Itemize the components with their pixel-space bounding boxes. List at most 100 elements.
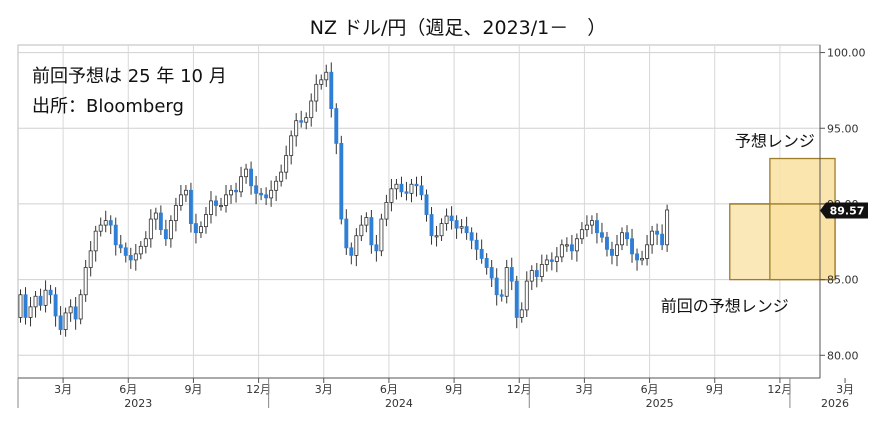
candle-body-up (354, 235, 359, 256)
candle-body-up (665, 209, 670, 246)
candle (389, 178, 394, 212)
candle (329, 62, 334, 118)
candle (394, 178, 399, 200)
candle (229, 185, 233, 204)
candle-body-up (143, 238, 148, 247)
candle (244, 163, 249, 184)
candle (143, 231, 148, 254)
candle (63, 307, 68, 337)
candle (469, 227, 474, 250)
candle-body-up (204, 214, 208, 228)
candle (334, 103, 339, 155)
candle-body-down (414, 183, 419, 187)
candle-body-up (544, 259, 549, 265)
candle (178, 185, 183, 211)
candle-body-up (579, 229, 584, 240)
candle-body-up (364, 217, 369, 226)
candle (399, 176, 404, 198)
candle-body-down (374, 244, 379, 252)
candle-body-up (239, 176, 244, 193)
candle (414, 176, 419, 197)
candle-body-up (650, 230, 655, 246)
candle (254, 175, 259, 205)
candle (138, 241, 143, 260)
year-label: 2023 (124, 397, 152, 410)
candle-body-down (188, 189, 193, 225)
candle (259, 188, 264, 201)
x-tick-label: 6月 (380, 383, 398, 396)
candle-body-up (63, 312, 68, 330)
candle-body-down (334, 108, 339, 144)
candle (193, 213, 198, 244)
candle (539, 254, 544, 282)
candle-body-down (660, 233, 665, 246)
candle (650, 225, 655, 254)
candle-body-up (324, 71, 329, 81)
candle (309, 93, 314, 127)
candle-body-down (299, 120, 304, 123)
candle (98, 217, 103, 237)
candle (499, 289, 504, 302)
candle (18, 289, 23, 323)
candle-body-up (269, 189, 274, 199)
candle-body-down (514, 280, 519, 318)
candle-body-up (389, 188, 394, 203)
candle (48, 284, 53, 304)
candle (234, 182, 238, 203)
note-previous-forecast: 前回予想は 25 年 10 月 (32, 66, 227, 87)
candle-body-up (309, 100, 314, 119)
candle-body-up (199, 226, 203, 234)
candle-body-up (98, 224, 103, 232)
candle-body-up (319, 79, 324, 85)
candle-body-up (554, 256, 559, 262)
candle-body-up (529, 270, 534, 282)
candle (374, 234, 379, 262)
candle-body-down (630, 238, 634, 255)
candle (53, 287, 58, 327)
forecast-range (769, 157, 836, 281)
candle (660, 224, 665, 251)
candle (444, 208, 449, 231)
candle (509, 257, 514, 291)
candle (494, 268, 499, 306)
candle (279, 164, 284, 187)
candle-body-up (274, 180, 279, 191)
candle-body-up (209, 200, 213, 215)
candle (103, 210, 108, 233)
y-tick-label: 80.00 (827, 349, 859, 362)
candle (88, 241, 93, 277)
candle-body-up (524, 280, 529, 311)
candle (123, 242, 128, 263)
x-tick-label: 12月 (767, 383, 792, 396)
candle-body-up (93, 230, 98, 252)
candle (78, 289, 83, 325)
candle (574, 233, 579, 262)
candle-body-down (464, 226, 469, 234)
candle-body-up (43, 289, 48, 306)
candle-body-up (279, 171, 284, 182)
candle-body-down (484, 258, 489, 268)
candle-body-up (289, 135, 294, 156)
candle-body-up (28, 306, 33, 318)
grid-lines (17, 44, 821, 379)
candle-body-up (18, 294, 23, 318)
candle (504, 259, 509, 304)
candle-body-down (474, 239, 479, 250)
candle (158, 205, 163, 235)
candle (118, 234, 123, 254)
candle-body-up (640, 258, 645, 261)
candle-body-up (103, 220, 108, 226)
candle (439, 218, 444, 242)
candle (304, 112, 309, 130)
candle-body-up (359, 224, 364, 237)
x-tick-label: 3月 (54, 383, 72, 396)
candle (354, 228, 359, 267)
candle-body-up (574, 238, 579, 252)
candle (409, 178, 414, 203)
candle-body-up (589, 220, 594, 226)
previous-range-label: 前回の予想レンジ (661, 297, 789, 316)
candle (163, 219, 168, 246)
candle-body-up (178, 194, 183, 206)
year-label: 2024 (385, 397, 413, 410)
candle (188, 182, 193, 233)
